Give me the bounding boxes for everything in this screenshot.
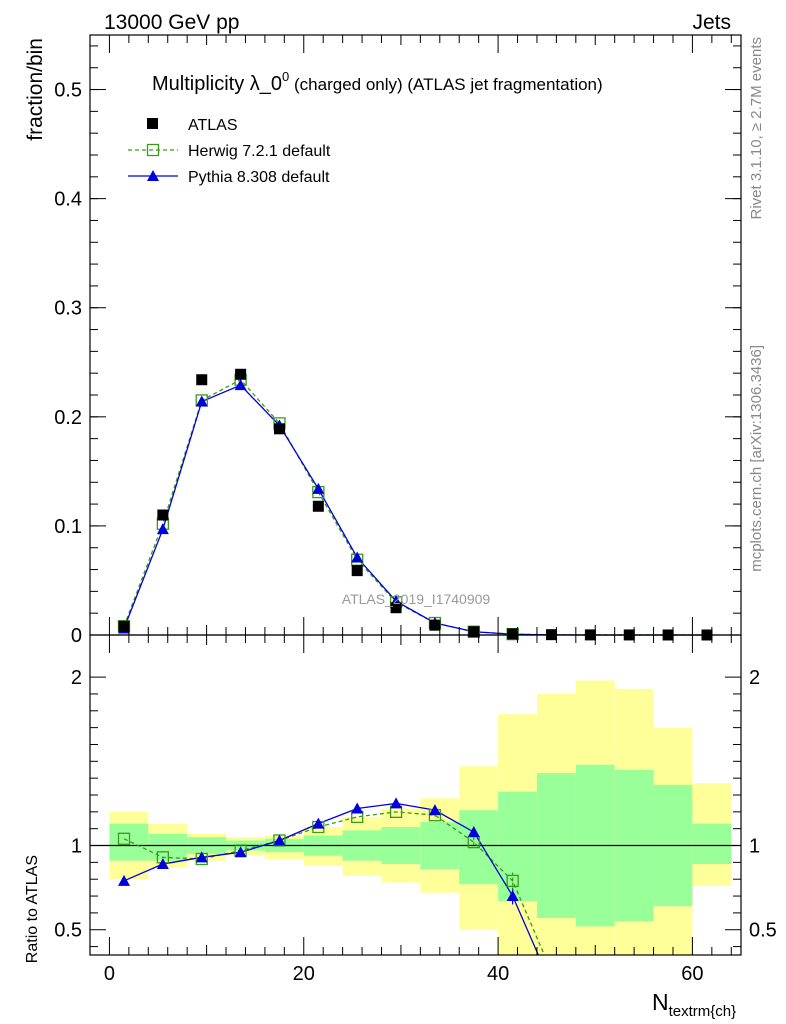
main-y-tick-label-left: 0.2 bbox=[54, 407, 82, 429]
pythia-ratio-point bbox=[351, 802, 364, 814]
atlas-point bbox=[351, 565, 363, 577]
x-tick-label: 0 bbox=[104, 963, 115, 985]
pythia-ratio-point bbox=[312, 817, 325, 829]
ratio-panel bbox=[90, 680, 741, 955]
herwig-line bbox=[123, 378, 707, 636]
atlas-point bbox=[118, 620, 130, 632]
pythia-point bbox=[312, 482, 325, 494]
ratio-series-group bbox=[117, 797, 546, 955]
pythia-point bbox=[234, 379, 247, 391]
main-y-label: fraction/bin bbox=[24, 38, 47, 141]
herwig-ratio-point bbox=[117, 832, 131, 845]
atlas-point bbox=[429, 619, 441, 631]
legend-herwig-label: Herwig 7.2.1 default bbox=[188, 143, 331, 160]
mcplots-label: mcplots.cern.ch [arXiv:1306.3436] bbox=[748, 345, 765, 572]
pythia-ratio-point bbox=[118, 874, 131, 886]
main-y-tick-label-left: 0.4 bbox=[54, 189, 82, 211]
atlas-point bbox=[235, 368, 247, 380]
x-tick-label: 60 bbox=[681, 963, 703, 985]
atlas-point bbox=[157, 509, 169, 521]
ratio-y-tick-label-left: 0.5 bbox=[54, 920, 82, 942]
main-y-tick-label-left: 0.3 bbox=[54, 298, 82, 320]
x-tick-label: 40 bbox=[487, 963, 509, 985]
ratio-y-tick-label-right: 2 bbox=[749, 667, 760, 689]
legend-pythia-marker bbox=[147, 170, 159, 181]
header-right: Jets bbox=[692, 11, 731, 34]
pythia-ratio-point bbox=[467, 826, 480, 838]
pythia-ratio-point bbox=[234, 846, 247, 858]
atlas-point bbox=[312, 500, 324, 512]
pythia-ratio-point bbox=[156, 858, 169, 870]
pythia-ratio-line bbox=[123, 802, 540, 955]
atlas-point bbox=[196, 374, 208, 386]
header-left: 13000 GeV pp bbox=[104, 11, 239, 34]
legend-pythia-label: Pythia 8.308 default bbox=[188, 169, 330, 186]
atlas-point bbox=[468, 626, 480, 638]
rivet-version-label: Rivet 3.1.10, ≥ 2.7M events bbox=[748, 37, 765, 220]
pythia-ratio-point bbox=[390, 797, 403, 809]
pythia-ratio-point bbox=[273, 834, 286, 846]
ratio-y-tick-label-left: 2 bbox=[71, 667, 82, 689]
ratio-band-inner bbox=[692, 823, 732, 865]
pythia-point bbox=[156, 523, 169, 535]
pythia-point bbox=[351, 551, 364, 563]
analysis-watermark: ATLAS_2019_I1740909 bbox=[342, 591, 491, 607]
ratio-y-tick-label-right: 1 bbox=[749, 836, 760, 858]
plot-title: Multiplicity λ_00 (charged only) (ATLAS … bbox=[152, 69, 603, 95]
pythia-ratio-point bbox=[428, 804, 441, 816]
herwig-ratio-point bbox=[506, 874, 519, 888]
atlas-point bbox=[390, 602, 402, 614]
legend-herwig-marker bbox=[146, 143, 160, 157]
main-y-tick-label-left: 0.1 bbox=[54, 516, 82, 538]
legend-atlas-marker bbox=[147, 118, 158, 129]
main-y-tick-label-left: 0.5 bbox=[54, 80, 82, 102]
pythia-point bbox=[195, 395, 208, 407]
legend: ATLAS Herwig 7.2.1 default Pythia 8.308 … bbox=[128, 117, 331, 186]
ratio-y-tick-label-left: 1 bbox=[71, 836, 82, 858]
atlas-point bbox=[507, 628, 519, 640]
pythia-ratio-point bbox=[506, 890, 519, 902]
atlas-point bbox=[273, 423, 285, 435]
x-axis-label: Ntextrm{ch} bbox=[652, 989, 736, 1020]
main-y-tick-label-left: 0 bbox=[71, 625, 82, 647]
legend-atlas-label: ATLAS bbox=[188, 117, 238, 134]
ratio-y-label: Ratio to ATLAS bbox=[24, 855, 41, 963]
x-tick-label: 20 bbox=[293, 963, 315, 985]
ratio-y-tick-label-right: 0.5 bbox=[749, 920, 777, 942]
pythia-ratio-point bbox=[195, 851, 208, 863]
